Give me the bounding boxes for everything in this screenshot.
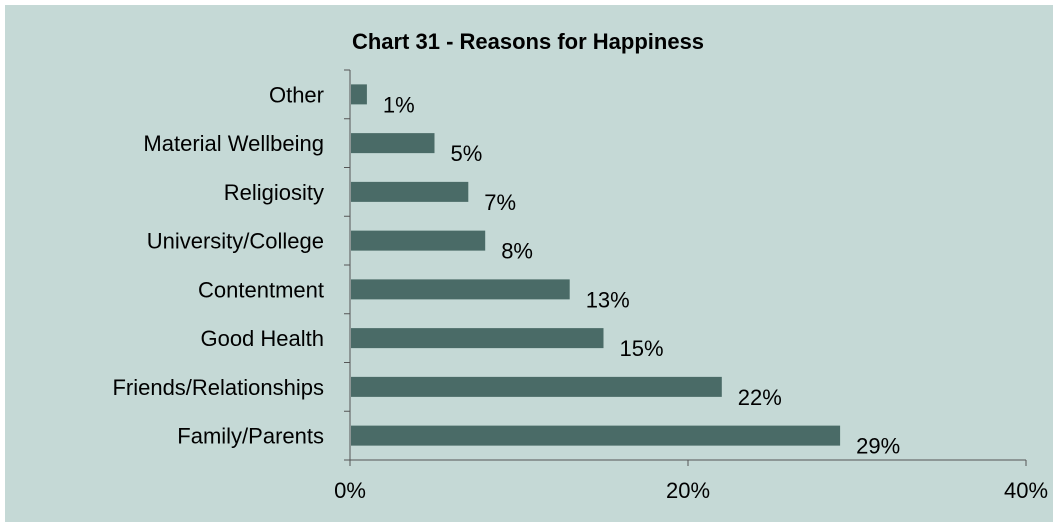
category-label: Family/Parents [177,424,324,449]
category-label: Religiosity [224,180,324,205]
data-label: 22% [738,385,782,410]
bar [351,328,604,349]
data-label: 8% [501,239,533,264]
bar [351,425,841,446]
category-label: Material Wellbeing [143,131,324,156]
category-label: University/College [147,229,324,254]
bar [351,279,570,300]
category-label: Friends/Relationships [112,375,324,400]
bar [351,230,486,251]
x-tick-label: 0% [334,478,366,503]
data-label: 5% [451,141,483,166]
data-label: 1% [383,92,415,117]
bar [351,376,722,397]
x-tick-label: 40% [1004,478,1048,503]
data-label: 7% [484,190,516,215]
plot-area: 0% 20% 40% Other 1% Material Wellbeing 5% Relig… [112,69,1048,503]
bar [351,84,367,105]
data-label: 13% [586,287,630,312]
chart-title: Chart 31 - Reasons for Happiness [352,29,704,54]
data-label: 15% [620,336,664,361]
bar [351,133,435,154]
category-label: Good Health [200,326,324,351]
category-label: Contentment [198,277,324,302]
x-tick-label: 20% [666,478,710,503]
bar [351,181,469,202]
category-label: Other [269,82,324,107]
data-label: 29% [856,434,900,459]
